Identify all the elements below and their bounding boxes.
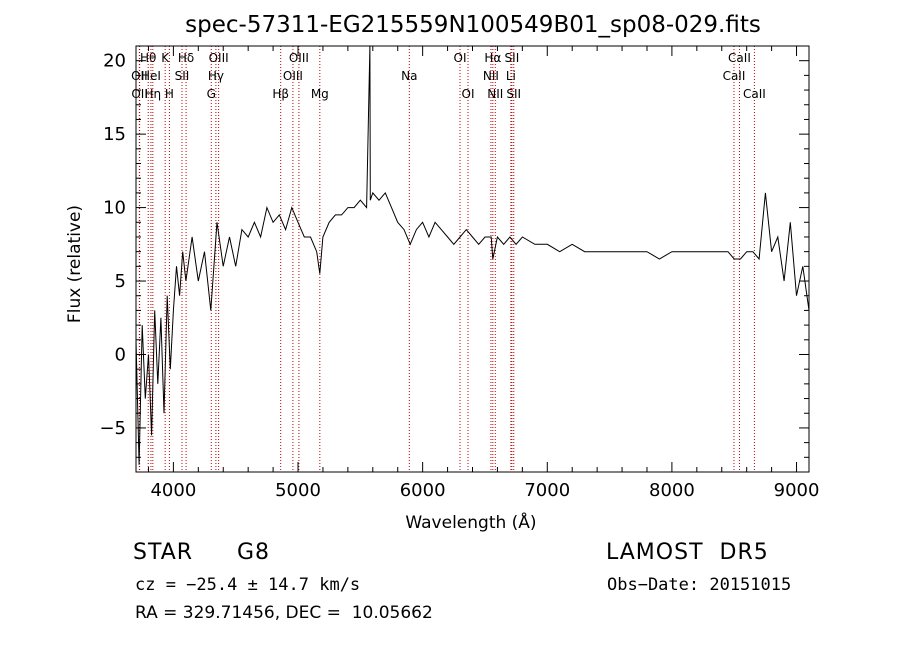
chart-title: spec-57311-EG215559N100549B01_sp08-029.f… xyxy=(185,12,761,38)
line-marker-label: OII xyxy=(131,87,148,101)
x-tick-label: 8000 xyxy=(649,480,695,501)
spectrum-line xyxy=(135,45,810,465)
x-axis-label: Wavelength (Å) xyxy=(405,511,536,533)
line-marker-label: Hη xyxy=(145,87,162,101)
line-marker-label: Hγ xyxy=(208,69,224,83)
y-tick-label: −5 xyxy=(99,418,126,439)
line-marker-label: OII xyxy=(131,69,148,83)
x-tick-label: 4000 xyxy=(150,480,196,501)
line-marker-label: H xyxy=(165,87,174,101)
line-markers xyxy=(138,46,755,472)
line-marker-label: CaII xyxy=(728,51,751,65)
line-marker-label: Hθ xyxy=(140,51,156,65)
line-marker-label: CaII xyxy=(723,69,746,83)
line-marker-label: K xyxy=(161,51,170,65)
y-tick-label: 5 xyxy=(115,271,126,292)
line-marker-label: HeI xyxy=(141,69,161,83)
subclass: G8 xyxy=(237,540,271,565)
line-marker-label: Li xyxy=(506,69,516,83)
line-marker-label: OI xyxy=(462,87,475,101)
line-marker-label: SII xyxy=(506,87,521,101)
y-axis-label: Flux (relative) xyxy=(65,205,85,323)
x-tick-label: 6000 xyxy=(400,480,446,501)
line-marker-label: SII xyxy=(505,51,520,65)
redshift-velocity: cz = −25.4 ± 14.7 km/s xyxy=(135,575,361,595)
x-tick-label: 5000 xyxy=(275,480,321,501)
object-type: STAR xyxy=(133,540,194,565)
line-marker-label: OIII xyxy=(289,51,309,65)
y-tick-label: 15 xyxy=(103,124,126,145)
line-marker-label: OIII xyxy=(209,51,229,65)
x-tick-label: 7000 xyxy=(524,480,570,501)
y-tick-label: 20 xyxy=(103,51,126,72)
line-marker-label: Hβ xyxy=(272,87,289,101)
line-marker-label: OI xyxy=(454,51,467,65)
line-marker-label: NII xyxy=(487,87,503,101)
observation-date: Obs−Date: 20151015 xyxy=(607,575,792,595)
line-marker-label: OIII xyxy=(283,69,303,83)
y-tick-label: 10 xyxy=(103,198,126,219)
y-tick-label: 0 xyxy=(115,344,126,365)
line-marker-label: Na xyxy=(401,69,417,83)
line-marker-label: G xyxy=(207,87,216,101)
line-marker-label: Hα xyxy=(484,51,501,65)
line-marker-label: Mg xyxy=(311,87,329,101)
line-marker-label: SII xyxy=(175,69,190,83)
line-marker-label: NII xyxy=(483,69,499,83)
axis-ticks: 4000 5000 6000 7000 8000 9000 −5 0 5 10 15 20 xyxy=(99,46,819,501)
x-tick-label: 9000 xyxy=(774,480,820,501)
survey-name: LAMOST DR5 xyxy=(606,540,769,565)
line-marker-label: Hδ xyxy=(178,51,194,65)
line-marker-label: CaII xyxy=(743,87,766,101)
coordinates: RA = 329.71456, DEC = 10.05662 xyxy=(135,603,433,623)
